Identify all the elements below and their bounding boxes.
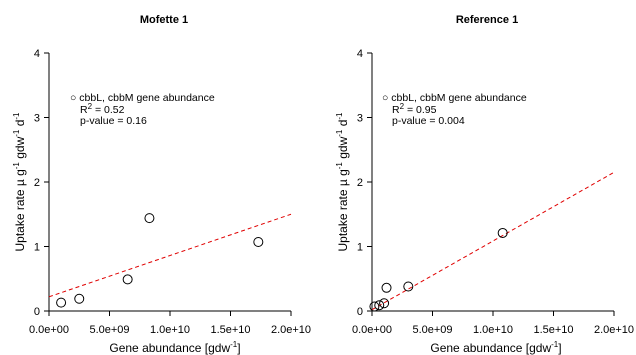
r-squared-text: R2 = 0.52	[80, 102, 125, 116]
y-tick-label: 1	[357, 242, 363, 254]
p-value-text: p-value = 0.16	[80, 115, 147, 127]
data-point	[381, 282, 392, 293]
regression-line	[371, 171, 615, 311]
y-tick-label: 4	[357, 48, 363, 60]
x-tick-label: 2.0e+10	[594, 324, 634, 336]
data-point	[122, 274, 133, 285]
chart-title: Mofette 1	[140, 14, 188, 26]
plot-area: 0 1 2 3 4 0.0e+00 5.0e+09 1.0e+10 1.5e+10 2.0e+10	[29, 48, 311, 336]
y-axis-label: Uptake rate µ g-1 gdw-1 d-1	[335, 112, 350, 252]
y-tick-label: 3	[357, 113, 363, 125]
p-value-text: p-value = 0.004	[392, 115, 465, 127]
data-point	[56, 297, 67, 308]
x-tick-label: 0.0e+00	[352, 324, 392, 336]
legend-label: ○ cbbL, cbbM gene abundance	[70, 92, 215, 104]
x-axis-label: Gene abundance [gdw-1]	[430, 340, 561, 355]
x-tick-label: 0.0e+00	[29, 324, 69, 336]
x-tick-label: 1.5e+10	[533, 324, 573, 336]
x-tick-label: 1.0e+10	[150, 324, 190, 336]
y-tick-label: 2	[34, 177, 40, 189]
y-tick-label: 2	[357, 177, 363, 189]
data-point	[144, 213, 155, 224]
data-point	[74, 293, 85, 304]
plot-area: 0 1 2 3 4 0.0e+00 5.0e+09 1.0e+10 1.5e+10 2.0e+10	[352, 48, 634, 336]
data-point	[369, 301, 380, 312]
mofette-1-panel: Mofette 1 0 1 2 3 4 0.0e+00 5.0e+09 1.0e+10 1.5e…	[12, 14, 311, 355]
y-tick-label: 0	[34, 306, 40, 318]
chart-title: Reference 1	[456, 14, 518, 26]
x-tick-label: 1.5e+10	[210, 324, 250, 336]
data-point	[403, 281, 414, 292]
x-axis-label: Gene abundance [gdw-1]	[109, 340, 240, 355]
data-point	[379, 298, 390, 309]
legend-marker-circle: ○	[70, 92, 79, 104]
y-tick-label: 3	[34, 113, 40, 125]
legend-marker-circle: ○	[382, 92, 391, 104]
y-tick-label: 1	[34, 242, 40, 254]
x-tick-label: 5.0e+09	[89, 324, 129, 336]
x-tick-label: 2.0e+10	[271, 324, 311, 336]
data-point	[253, 236, 264, 247]
x-tick-label: 5.0e+09	[412, 324, 452, 336]
legend-label: ○ cbbL, cbbM gene abundance	[382, 92, 527, 104]
data-point	[374, 300, 385, 311]
y-tick-label: 0	[357, 306, 363, 318]
y-tick-label: 4	[34, 48, 40, 60]
regression-line	[48, 213, 292, 298]
x-tick-label: 1.0e+10	[473, 324, 513, 336]
data-point	[497, 227, 508, 238]
r-squared-text: R2 = 0.95	[392, 102, 437, 116]
reference-1-panel: Reference 1 0 1 2 3 4 0.0e+00 5.0e+09 1.0e+10 1.…	[335, 14, 634, 355]
y-axis-label: Uptake rate µ g-1 gdw-1 d-1	[12, 112, 27, 252]
